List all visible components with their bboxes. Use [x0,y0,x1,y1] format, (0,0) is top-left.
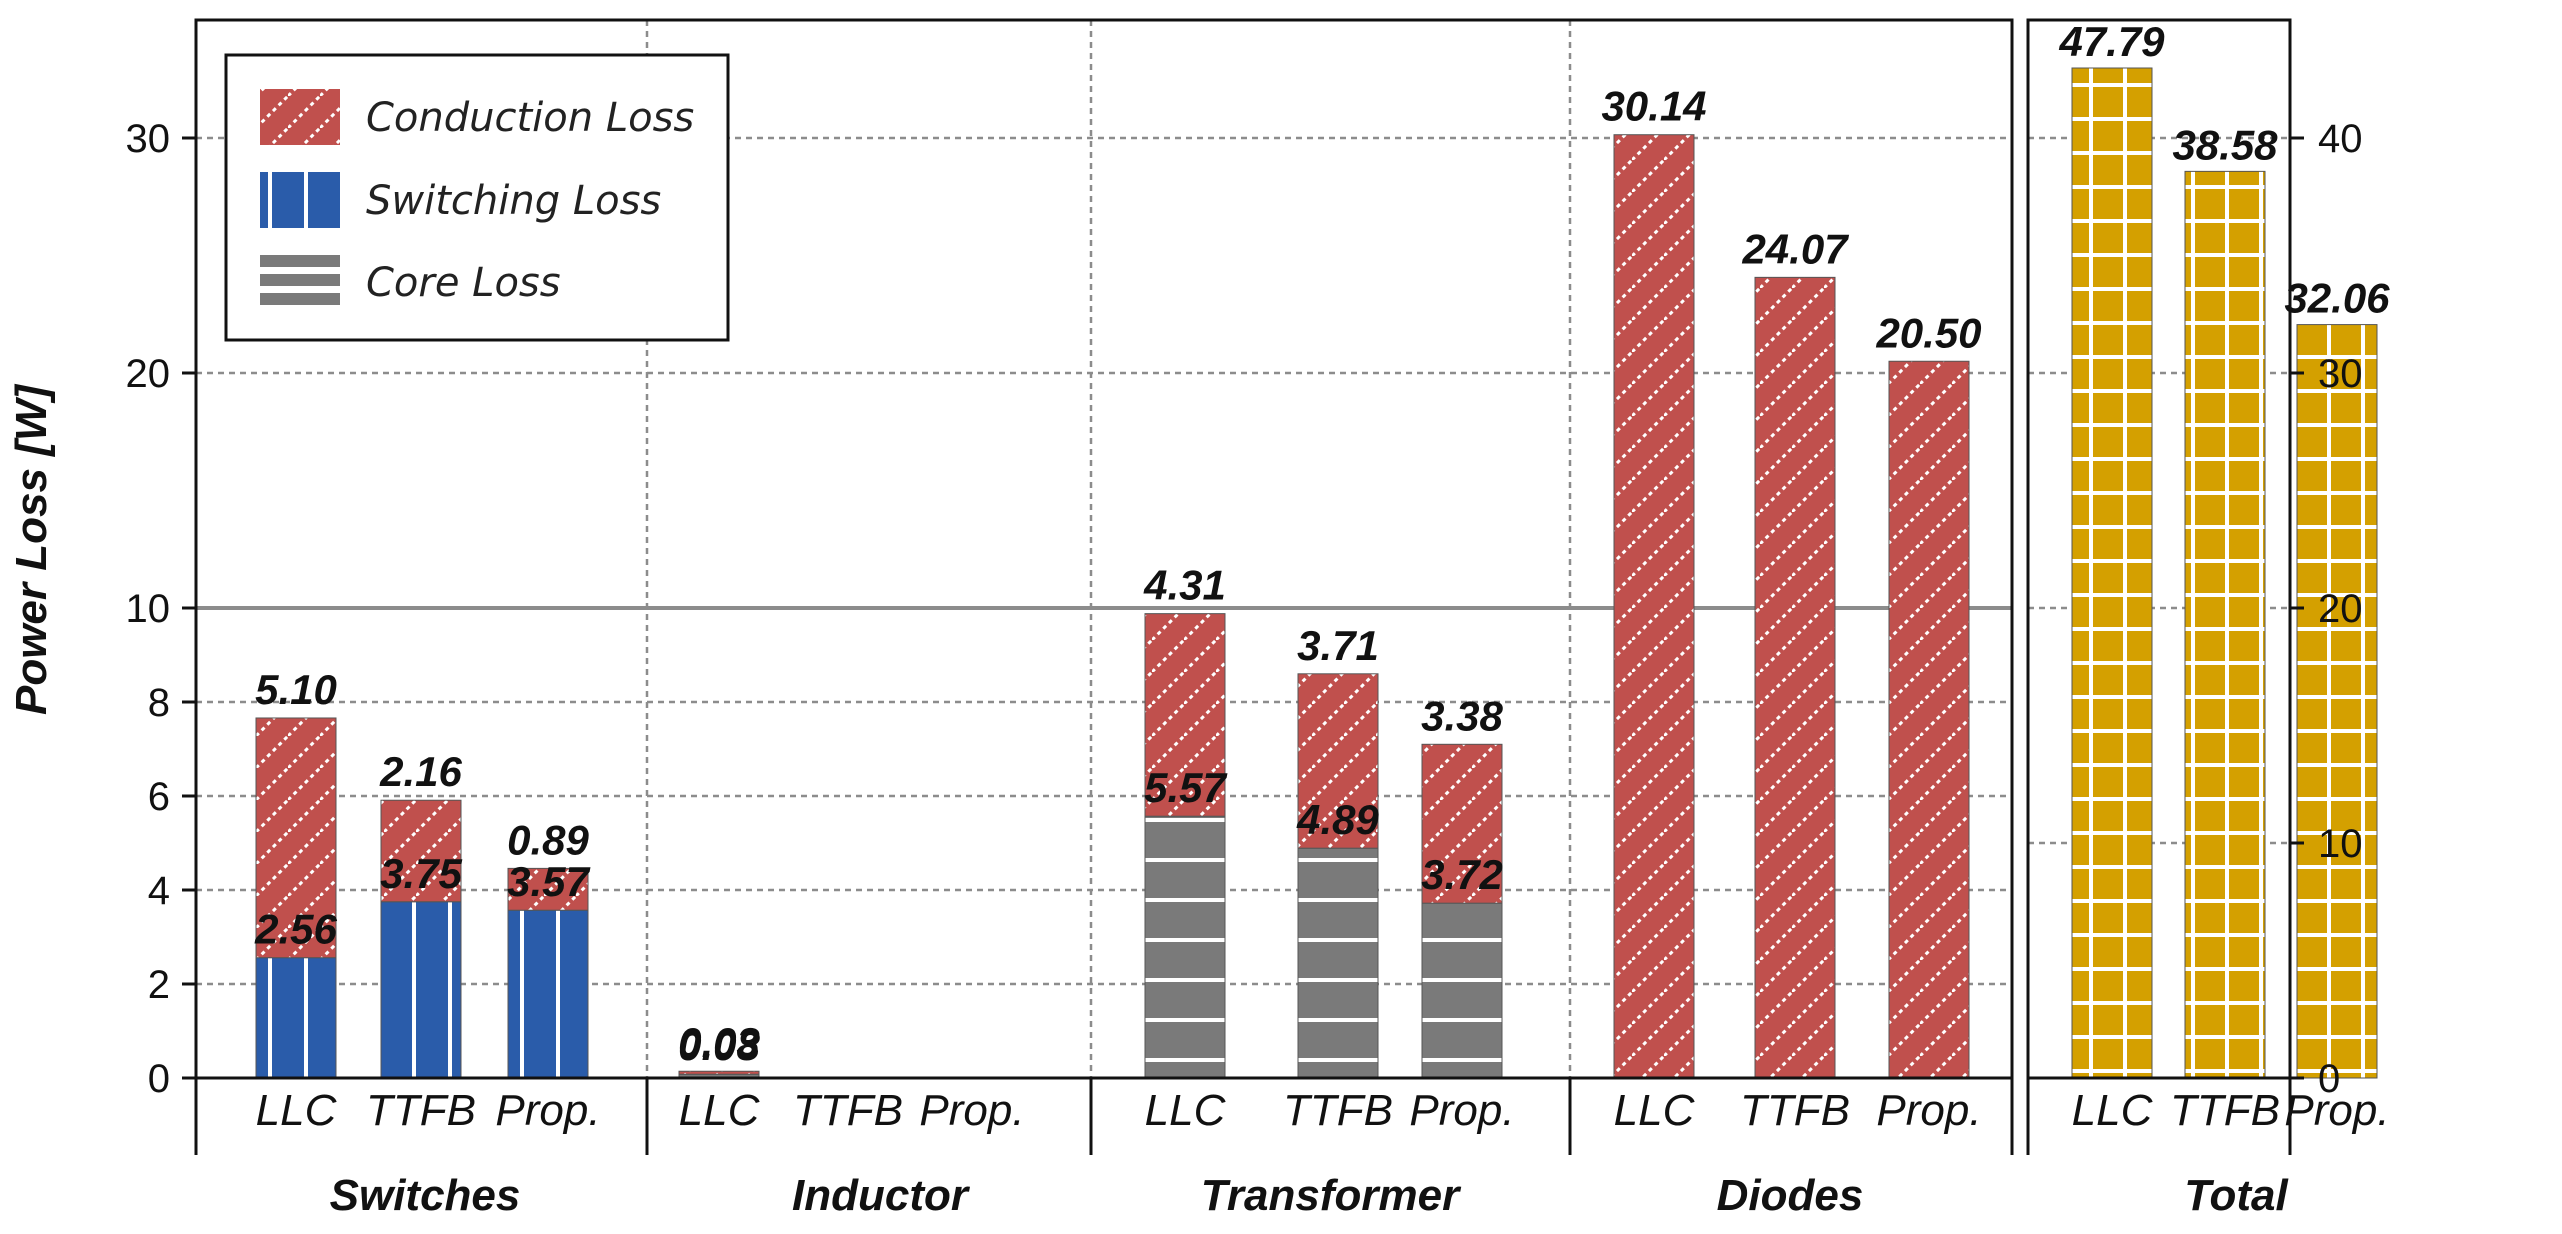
data-label: 3.71 [1297,622,1379,669]
data-label: 20.50 [1875,309,1981,356]
legend-label: Switching Loss [366,178,661,224]
legend-swatch [260,293,340,305]
category-label: Prop. [1409,1086,1514,1135]
data-label: 3.38 [1421,692,1503,739]
bar-segment [1613,134,1695,1079]
y-tick-label: 10 [126,587,171,631]
axes-frame [182,18,2304,1155]
bar-segment [507,909,589,1079]
y-tick-label: 2 [148,963,170,1007]
right-tick-label: 30 [2318,352,2363,396]
bar-segment [678,1070,760,1075]
labels: 2 4 6 8 10 20 30 0 0 10 20 30 40 2.56 5.10 LLC 3.75 2.16 T… [7,18,2390,1220]
total-data-label: 32.06 [2284,275,2390,322]
data-label: 5.57 [1144,764,1227,811]
total-bar [2184,170,2266,1079]
category-label: Prop. [1876,1086,1981,1135]
y-tick-label: 4 [148,869,170,913]
y-tick-label: 30 [126,117,171,161]
bars [255,67,2378,1079]
bar-segment [1421,743,1503,904]
category-label: TTFB [1283,1086,1393,1135]
bar-segment [380,901,462,1079]
legend: Conduction Loss Switching Loss Core Loss [224,53,730,342]
data-label: 0.03 [678,1019,760,1066]
legend-swatch [260,172,340,228]
group-label: Diodes [1717,1171,1864,1220]
data-label: 4.31 [1143,562,1226,609]
category-label: Prop. [2284,1086,2389,1135]
category-label: Prop. [495,1086,600,1135]
y-tick-label: 6 [148,775,170,819]
group-label: Inductor [792,1171,971,1220]
category-label: TTFB [1740,1086,1850,1135]
legend-swatch [260,274,340,286]
legend-swatch [260,255,340,267]
data-label: 0.08 [678,1022,760,1069]
data-label: 4.89 [1296,796,1379,843]
category-label: LLC [1614,1086,1696,1135]
group-label: Transformer [1201,1171,1462,1220]
data-label: 0.89 [507,816,589,863]
data-label: 30.14 [1601,83,1706,130]
data-label: 3.57 [507,858,590,905]
right-tick-label: 0 [2318,1057,2340,1101]
category-label: LLC [679,1086,761,1135]
legend-label: Core Loss [366,260,561,306]
data-label: 2.16 [379,748,462,795]
bar-segment [1144,613,1226,817]
total-frame [2026,18,2292,1080]
y-tick-label: 0 [148,1057,170,1101]
legend-label: Conduction Loss [366,95,694,141]
right-tick-label: 20 [2318,587,2363,631]
legend-swatch [260,89,340,145]
bar-segment [1754,276,1836,1079]
bar-segment [380,799,462,903]
bar-segment [1144,815,1226,1079]
category-label: TTFB [366,1086,476,1135]
y-tick-label: 20 [126,352,171,396]
bar-segment [1297,847,1379,1079]
data-label: 24.07 [1741,225,1849,272]
bar-segment [1297,673,1379,849]
category-label: LLC [1145,1086,1227,1135]
plot-frame [194,18,2014,1080]
total-bar [2071,67,2153,1079]
bar-segment [507,867,589,911]
group-label: Switches [330,1171,521,1220]
category-label: TTFB [793,1086,903,1135]
right-tick-label: 10 [2318,822,2363,866]
bar-segment [255,717,337,959]
bar-segment [1888,360,1970,1079]
data-label: 3.72 [1421,851,1503,898]
data-label: 2.56 [254,906,337,953]
right-tick-label: 40 [2318,117,2363,161]
category-label: TTFB [2170,1086,2280,1135]
data-label: 3.75 [380,850,462,897]
category-label: Prop. [919,1086,1024,1135]
total-data-label: 47.79 [2058,18,2165,65]
y-tick-label: 8 [148,681,170,725]
category-label: LLC [256,1086,338,1135]
category-label: LLC [2072,1086,2154,1135]
total-bar [2296,324,2378,1079]
bar-segment [255,957,337,1079]
total-data-label: 38.58 [2172,121,2278,168]
y-axis-title: Power Loss [W] [7,384,56,715]
group-label: Total [2184,1171,2288,1220]
bar-segment [1421,902,1503,1079]
data-label: 5.10 [255,666,337,713]
